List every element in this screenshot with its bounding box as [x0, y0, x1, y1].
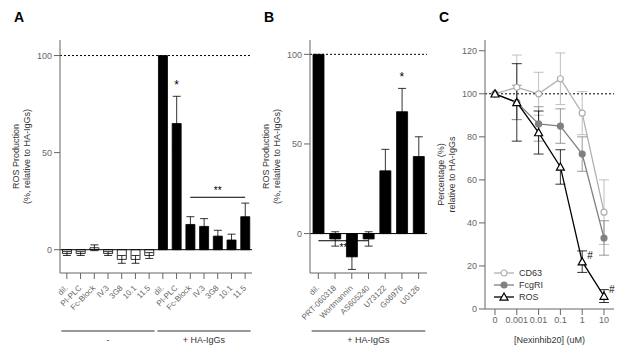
svg-text:#: # [609, 284, 615, 295]
svg-text:IV.3: IV.3 [95, 283, 111, 299]
html-text:FcgRI: FcgRI [519, 280, 543, 290]
svg-text:11.5: 11.5 [135, 283, 152, 300]
svg-text:U0126: U0126 [399, 283, 422, 306]
svg-text:PRT-060318: PRT-060318 [299, 283, 338, 322]
svg-text:ROS Production(%, relative to: ROS Production(%, relative to HA-IgGs) [261, 109, 282, 204]
html-text:C: C [439, 9, 450, 25]
svg-text:Gö6976: Gö6976 [378, 283, 405, 310]
svg-text:3G8: 3G8 [107, 283, 125, 301]
svg-text:0.1: 0.1 [554, 315, 567, 325]
svg-text:40: 40 [467, 218, 477, 228]
svg-text:dil.: dil. [56, 283, 70, 298]
svg-text:[Nexinhib20] (uM): [Nexinhib20] (uM) [514, 335, 585, 345]
svg-text:**: ** [214, 185, 222, 196]
svg-text:100: 100 [287, 50, 302, 60]
svg-text:IV.3: IV.3 [191, 283, 207, 299]
html-text:A: A [14, 9, 25, 25]
svg-text:0: 0 [472, 304, 477, 314]
svg-text:3G8: 3G8 [203, 283, 221, 301]
svg-text:+ HA-IgGs: + HA-IgGs [183, 335, 226, 345]
svg-text:*: * [400, 70, 405, 84]
svg-text:AS605240: AS605240 [338, 283, 372, 317]
svg-text:U73122: U73122 [361, 283, 389, 310]
svg-text:ROS Production(%, relative to: ROS Production(%, relative to HA-IgGs) [11, 109, 32, 204]
svg-text:*: * [174, 78, 179, 92]
svg-text:0: 0 [297, 229, 302, 239]
svg-text:dil.: dil. [152, 283, 166, 298]
html-text:B: B [264, 9, 275, 25]
svg-text:20: 20 [467, 261, 477, 271]
svg-text:+ HA-IgGs: + HA-IgGs [347, 335, 390, 345]
svg-text:100: 100 [37, 51, 52, 61]
svg-text:10: 10 [599, 315, 609, 325]
svg-text:11.5: 11.5 [231, 283, 248, 300]
svg-text:Fc-Block: Fc-Block [69, 283, 98, 312]
svg-text:0.001: 0.001 [506, 315, 529, 325]
svg-text:10.1: 10.1 [121, 283, 139, 301]
svg-text:0.01: 0.01 [530, 315, 548, 325]
svg-text:Fc-Block: Fc-Block [165, 283, 194, 312]
svg-text:100: 100 [462, 89, 477, 99]
svg-text:-: - [107, 335, 110, 345]
svg-text:60: 60 [467, 175, 477, 185]
svg-text:10.1: 10.1 [217, 283, 235, 301]
svg-text:0: 0 [492, 315, 497, 325]
svg-text:dil.: dil. [307, 283, 322, 298]
svg-text:**: ** [340, 242, 348, 253]
svg-text:50: 50 [292, 139, 302, 149]
svg-text:Wortmannin: Wortmannin [317, 283, 355, 321]
svg-text:PI-PLC: PI-PLC [58, 283, 84, 309]
svg-text:80: 80 [467, 132, 477, 142]
svg-text:0: 0 [47, 245, 52, 255]
svg-text:50: 50 [42, 148, 52, 158]
svg-text:1: 1 [580, 315, 585, 325]
html-text:ROS: ROS [519, 292, 539, 302]
svg-text:PI-PLC: PI-PLC [154, 283, 180, 309]
svg-text:120: 120 [462, 46, 477, 56]
svg-text:Percentage (%)relative to HA-I: Percentage (%)relative to HA-IgGs [436, 136, 457, 213]
html-text:CD63: CD63 [519, 268, 542, 278]
svg-text:#: # [587, 250, 593, 261]
